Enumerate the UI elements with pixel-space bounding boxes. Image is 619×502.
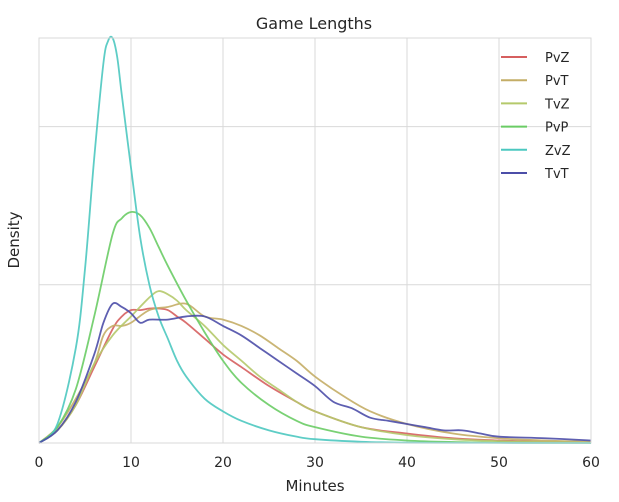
x-tick-labels: 0 10 20 30 40 50 60 xyxy=(35,455,600,471)
chart-title: Game Lengths xyxy=(256,14,372,33)
legend-label-pvt: PvT xyxy=(545,74,569,89)
legend-label-tvt: TvT xyxy=(544,167,569,182)
plot-frame xyxy=(38,37,592,444)
x-tick-label-40: 40 xyxy=(398,455,416,471)
x-tick-label-60: 60 xyxy=(582,455,600,471)
legend-label-zvz: ZvZ xyxy=(545,144,571,159)
x-tick-label-30: 30 xyxy=(306,455,324,471)
series-line-tvz xyxy=(38,290,592,444)
x-axis-label: Minutes xyxy=(285,477,344,495)
x-tick-label-10: 10 xyxy=(122,455,140,471)
y-axis-label: Density xyxy=(5,211,23,268)
legend: PvZ PvT TvZ PvP ZvZ TvT xyxy=(501,51,571,182)
legend-label-pvp: PvP xyxy=(545,121,569,136)
series-line-zvz xyxy=(38,35,592,444)
legend-label-pvz: PvZ xyxy=(545,51,570,66)
series-layer xyxy=(38,35,592,444)
legend-label-tvz: TvZ xyxy=(544,97,570,112)
series-line-tvt xyxy=(38,302,592,444)
x-tick-label-20: 20 xyxy=(214,455,232,471)
x-tick-label-50: 50 xyxy=(490,455,508,471)
x-tick-label-0: 0 xyxy=(35,455,44,471)
series-line-pvp xyxy=(38,210,592,444)
series-line-pvz xyxy=(38,307,592,444)
